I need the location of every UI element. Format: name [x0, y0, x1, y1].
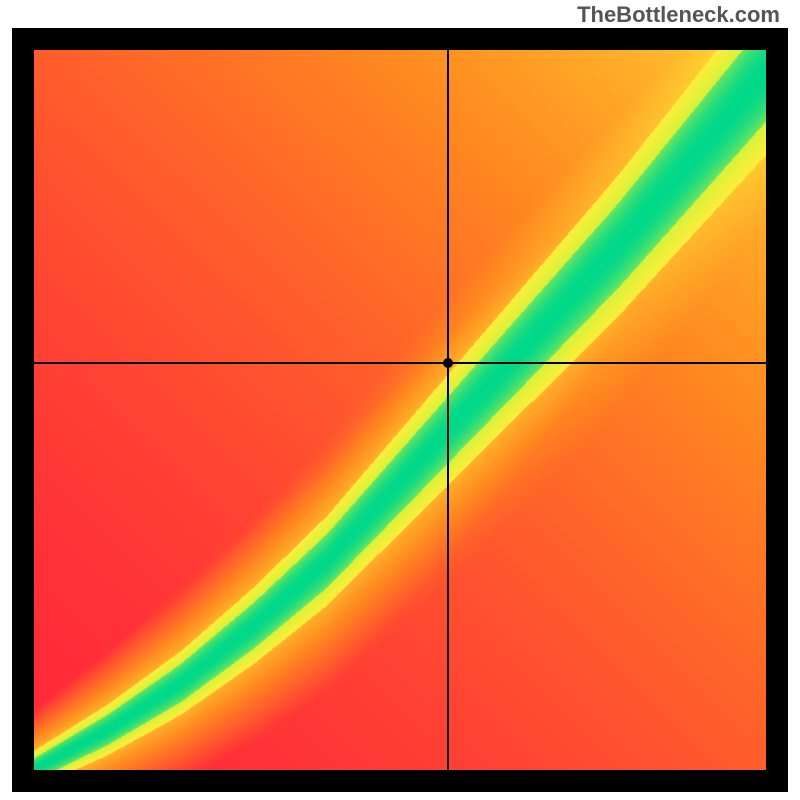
watermark-text: TheBottleneck.com — [577, 2, 780, 28]
root-container: { "watermark": { "text": "TheBottleneck.… — [0, 0, 800, 800]
heatmap-canvas — [34, 50, 766, 770]
plot-area — [34, 50, 766, 770]
crosshair-horizontal — [34, 362, 766, 364]
crosshair-marker — [443, 358, 453, 368]
crosshair-vertical — [447, 50, 449, 770]
